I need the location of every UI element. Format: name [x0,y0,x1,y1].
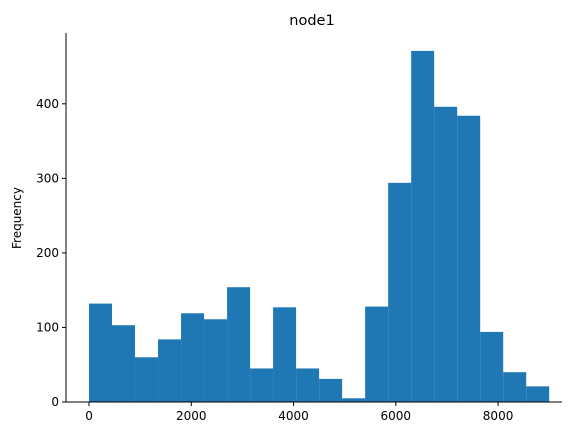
histogram-bar [135,357,159,402]
histogram-bar [434,106,458,403]
histogram-bar [112,325,136,402]
histogram-bar [273,307,297,402]
histogram-bar [181,313,205,402]
histogram-bar [503,372,527,402]
x-tick-label: 6000 [381,409,412,423]
y-tick-label: 0 [51,395,59,409]
x-tick-label: 8000 [483,409,514,423]
histogram-bar [365,306,389,402]
y-axis-ticks: 0 100 200 300 400 [36,97,66,409]
chart-title: node1 [289,13,334,29]
y-tick-label: 200 [36,246,59,260]
histogram-bar [89,303,113,402]
bars-group [89,50,550,403]
histogram-bar [227,287,251,402]
histogram-bar [158,339,182,402]
histogram-bar [342,398,366,402]
histogram-bar [388,182,412,402]
y-tick-label: 400 [36,97,59,111]
histogram-bar [480,331,504,402]
y-axis-label: Frequency [10,187,24,249]
histogram-bar [411,50,435,403]
x-tick-label: 2000 [176,409,207,423]
histogram-bar [250,368,274,402]
y-tick-label: 300 [36,171,59,185]
y-tick-label: 100 [36,320,59,334]
histogram-bar [296,368,320,402]
x-axis-ticks: 0 2000 4000 6000 8000 [85,402,513,423]
histogram-bar [204,319,228,402]
x-tick-label: 0 [85,409,93,423]
histogram-bar [457,115,481,402]
histogram-bar [319,378,343,402]
x-tick-label: 4000 [278,409,309,423]
histogram-bar [526,386,550,402]
